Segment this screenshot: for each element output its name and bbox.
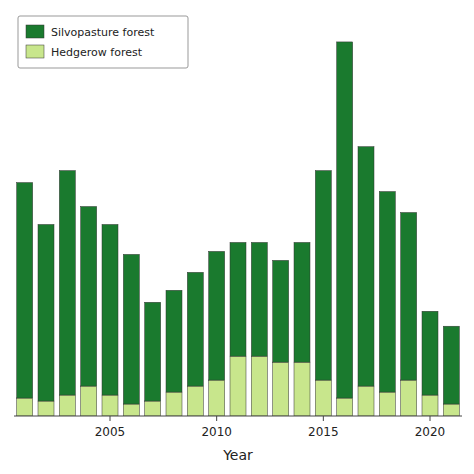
legend-label: Silvopasture forest [51, 26, 155, 39]
bar [123, 254, 139, 404]
bar [294, 242, 310, 362]
bar [401, 213, 417, 381]
x-tick-label: 2010 [201, 425, 232, 439]
bar [251, 356, 267, 416]
bar [337, 42, 353, 398]
bar [145, 302, 161, 401]
x-tick-label: 2015 [308, 425, 339, 439]
bar [251, 242, 267, 356]
bar [17, 398, 33, 416]
bar [273, 260, 289, 362]
chart-svg: 2005 2010 2015 2020 Year Silvopasture forest H… [0, 0, 474, 474]
bar [315, 171, 331, 380]
bar [38, 401, 54, 416]
bar [209, 380, 225, 416]
bar [294, 362, 310, 416]
legend-label: Hedgerow forest [51, 46, 143, 59]
bar [358, 386, 374, 416]
bar [379, 192, 395, 393]
x-tick-label: 2020 [415, 425, 446, 439]
x-tick [323, 416, 324, 421]
legend-swatch [26, 45, 44, 58]
bar [443, 404, 459, 416]
bar [59, 171, 75, 395]
bar [81, 207, 97, 387]
x-tick [110, 416, 111, 421]
bar [166, 290, 182, 392]
bar [187, 386, 203, 416]
bar [187, 272, 203, 386]
legend-box [18, 16, 188, 68]
legend-swatch [26, 25, 44, 38]
bar [17, 183, 33, 398]
legend: Silvopasture forest Hedgerow forest [18, 16, 188, 68]
bar [123, 404, 139, 416]
bar [358, 147, 374, 386]
x-tick [216, 416, 217, 421]
bar [145, 401, 161, 416]
x-tick [430, 416, 431, 421]
bar [230, 356, 246, 416]
bar [230, 242, 246, 356]
bar [102, 395, 118, 416]
bar [422, 311, 438, 395]
bar [59, 395, 75, 416]
bar [209, 251, 225, 380]
x-axis-label: Year [222, 447, 253, 463]
x-axis-line [14, 416, 462, 417]
bar [166, 392, 182, 416]
bar [102, 224, 118, 395]
bar [38, 224, 54, 401]
bar [443, 326, 459, 404]
bar [379, 392, 395, 416]
x-tick-label: 2005 [95, 425, 126, 439]
series-bars [17, 42, 460, 404]
x-ticks: 2005 2010 2015 2020 [95, 416, 446, 439]
bar [273, 362, 289, 416]
bar [81, 386, 97, 416]
chart-container: 2005 2010 2015 2020 Year Silvopasture forest H… [0, 0, 474, 474]
bar [422, 395, 438, 416]
bars [17, 42, 460, 416]
bar [401, 380, 417, 416]
bar [315, 380, 331, 416]
bar [337, 398, 353, 416]
